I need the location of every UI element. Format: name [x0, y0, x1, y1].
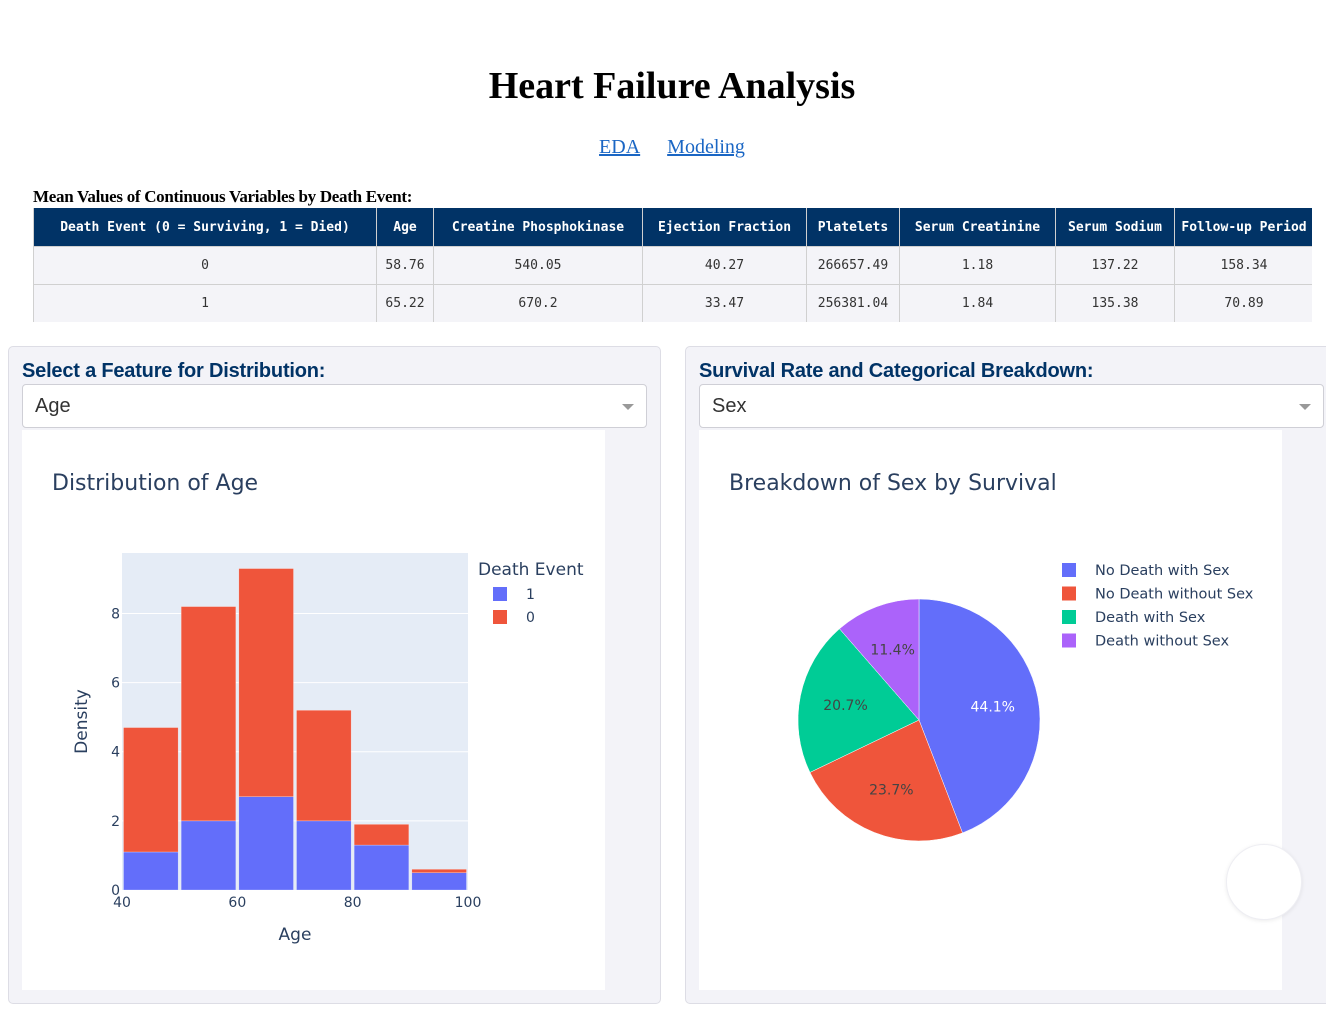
y-axis-label: Density [72, 689, 92, 754]
legend-label: No Death without Sex [1095, 587, 1254, 603]
histogram-bar-1 [180, 820, 237, 891]
pie-slice [839, 598, 920, 721]
histogram-bar-1 [238, 796, 294, 891]
pie-label: 23.7% [869, 783, 913, 799]
pie-slice [797, 628, 920, 773]
pie-slice [809, 719, 963, 842]
legend-title: Death Event [478, 560, 584, 580]
histogram-bar-0 [411, 869, 467, 873]
nav-link-eda[interactable]: EDA [599, 136, 641, 158]
page-title: Heart Failure Analysis [488, 65, 856, 107]
legend-swatch [1062, 633, 1076, 648]
table-cell: 1.18 [899, 246, 1056, 285]
table-header-cell: Age [376, 208, 434, 247]
top-nav: EDA Modeling [0, 136, 1326, 159]
histogram-bar-1 [411, 872, 467, 891]
chevron-down-icon[interactable] [622, 404, 634, 410]
table-cell: 135.38 [1055, 284, 1175, 322]
table-cell: 256381.04 [806, 284, 900, 322]
table-cell: 70.89 [1174, 284, 1312, 322]
legend-swatch [493, 587, 507, 601]
histogram-bar-0 [353, 824, 410, 846]
nav-link-modeling[interactable]: Modeling [667, 136, 745, 158]
histogram-bar-0 [123, 727, 179, 853]
table-header-cell: Death Event (0 = Surviving, 1 = Died) [33, 208, 377, 247]
category-dropdown-value: Sex [712, 395, 747, 417]
table-cell: 0 [33, 246, 377, 285]
table-cell: 670.2 [433, 284, 643, 322]
histogram-plot: Distribution of Age 0 2 4 6 8 40 60 80 100 Age Den… [22, 430, 605, 990]
legend-swatch [1062, 610, 1076, 624]
table-header-cell: Follow-up Period [1174, 208, 1312, 247]
legend-label: 0 [526, 610, 535, 626]
legend-label: Death without Sex [1095, 634, 1229, 650]
table-cell: 33.47 [642, 284, 807, 322]
histogram-bar-1 [353, 844, 410, 891]
histogram-bar-0 [238, 568, 294, 797]
x-axis-label: Age [279, 925, 312, 945]
legend-swatch [1062, 563, 1076, 577]
table-header-cell: Platelets [806, 208, 900, 247]
pie-svg: 44.1% 23.7% 20.7% 11.4% No Death with Sex No … [797, 563, 1254, 842]
floating-action-button[interactable] [1226, 844, 1302, 920]
breakdown-panel: Survival Rate and Categorical Breakdown:… [685, 346, 1326, 1004]
distribution-panel: Select a Feature for Distribution: Age D… [8, 346, 661, 1004]
pie-label: 44.1% [971, 699, 1015, 715]
summary-table-container[interactable]: Death Event (0 = Surviving, 1 = Died) Age… [33, 208, 1312, 322]
x-tick-label: 40 [113, 895, 131, 911]
table-cell: 158.34 [1174, 246, 1312, 285]
pie-label: 11.4% [870, 643, 914, 659]
chevron-down-icon[interactable] [1299, 404, 1311, 410]
table-cell: 1.84 [899, 284, 1056, 322]
histogram-bar-0 [296, 710, 352, 822]
summary-table: Death Event (0 = Surviving, 1 = Died) Age… [33, 208, 1312, 322]
table-cell: 65.22 [376, 284, 434, 322]
x-tick-label: 80 [344, 895, 362, 911]
plot-area [122, 553, 468, 890]
pie-title: Breakdown of Sex by Survival [729, 471, 1057, 496]
table-cell: 40.27 [642, 246, 807, 285]
table-header-cell: Ejection Fraction [642, 208, 807, 247]
histogram-svg: 0 2 4 6 8 40 60 80 100 Age Density Death Event 1 0 [72, 553, 584, 945]
breakdown-label: Survival Rate and Categorical Breakdown: [699, 360, 1094, 382]
histogram-bar-1 [123, 851, 179, 891]
legend-label: 1 [526, 587, 535, 603]
pie-label: 20.7% [823, 698, 867, 714]
y-tick-label: 8 [111, 606, 120, 622]
table-header-row: Death Event (0 = Surviving, 1 = Died) Age… [33, 208, 1312, 247]
table-header-cell: Serum Sodium [1055, 208, 1175, 247]
legend-swatch [493, 610, 507, 624]
table-cell: 266657.49 [806, 246, 900, 285]
pie-plot: Breakdown of Sex by Survival 44.1% 23.7% 2… [699, 430, 1282, 990]
legend-swatch [1062, 586, 1076, 601]
table-header-cell: Serum Creatinine [899, 208, 1056, 247]
table-cell: 137.22 [1055, 246, 1175, 285]
distribution-label: Select a Feature for Distribution: [22, 360, 326, 382]
category-dropdown[interactable]: Sex [699, 384, 1324, 428]
y-tick-label: 0 [111, 883, 120, 899]
table-cell: 540.05 [433, 246, 643, 285]
table-row: 0 58.76 540.05 40.27 266657.49 1.18 137.22 158.… [33, 246, 1312, 285]
feature-dropdown[interactable]: Age [22, 384, 647, 428]
histogram-bar-1 [296, 820, 352, 891]
y-tick-label: 2 [111, 814, 120, 830]
table-cell: 58.76 [376, 246, 434, 285]
x-tick-label: 100 [455, 895, 482, 911]
table-row: 1 65.22 670.2 33.47 256381.04 1.84 135.38 70.89 [33, 284, 1312, 322]
table-cell: 1 [33, 284, 377, 322]
table-header-cell: Creatine Phosphokinase [433, 208, 643, 247]
histogram-title: Distribution of Age [52, 471, 259, 496]
x-tick-label: 60 [228, 895, 246, 911]
y-tick-label: 6 [111, 676, 120, 692]
legend-label: No Death with Sex [1095, 563, 1230, 579]
pie-slice [918, 598, 1041, 834]
legend-label: Death with Sex [1095, 610, 1206, 626]
feature-dropdown-value: Age [35, 395, 71, 417]
histogram-bar-0 [180, 606, 237, 822]
table-body: 0 58.76 540.05 40.27 266657.49 1.18 137.22 158.… [33, 246, 1312, 322]
y-tick-label: 4 [111, 745, 120, 761]
table-caption: Mean Values of Continuous Variables by D… [33, 187, 413, 206]
